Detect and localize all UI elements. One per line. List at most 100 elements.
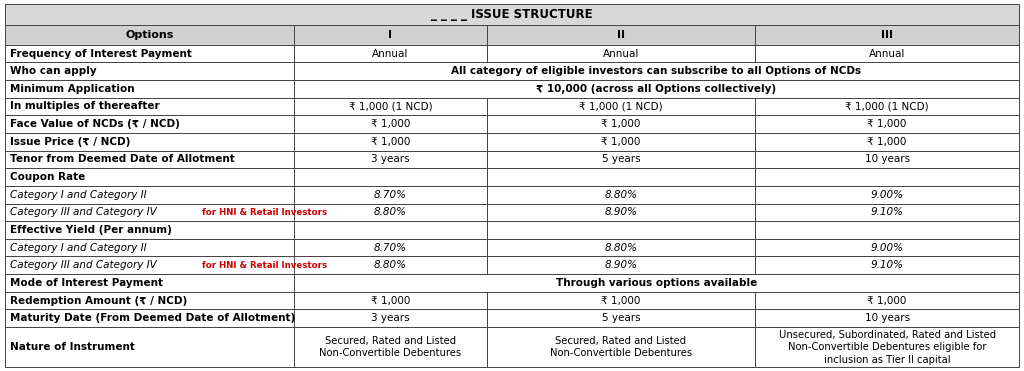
Text: Secured, Rated and Listed
Non-Convertible Debentures: Secured, Rated and Listed Non-Convertibl… bbox=[550, 336, 692, 358]
Bar bbox=[5, 45, 294, 62]
Bar bbox=[294, 25, 486, 45]
Text: I: I bbox=[388, 30, 392, 40]
Text: 8.70%: 8.70% bbox=[374, 190, 407, 200]
Bar bbox=[294, 98, 486, 115]
Text: Through various options available: Through various options available bbox=[556, 278, 757, 288]
Text: Annual: Annual bbox=[869, 49, 905, 59]
Text: Minimum Application: Minimum Application bbox=[10, 84, 135, 94]
Bar bbox=[5, 186, 294, 204]
Text: 5 years: 5 years bbox=[602, 313, 640, 323]
Bar bbox=[5, 4, 1019, 25]
Bar bbox=[486, 221, 756, 239]
Bar bbox=[756, 221, 1019, 239]
Bar bbox=[486, 25, 756, 45]
Bar bbox=[756, 151, 1019, 168]
Text: II: II bbox=[617, 30, 625, 40]
Text: ₹ 1,000: ₹ 1,000 bbox=[867, 137, 907, 147]
Text: All category of eligible investors can subscribe to all Options of NCDs: All category of eligible investors can s… bbox=[452, 66, 861, 76]
Text: ₹ 10,000 (across all Options collectively): ₹ 10,000 (across all Options collectivel… bbox=[537, 84, 776, 94]
Bar bbox=[756, 45, 1019, 62]
Text: 9.00%: 9.00% bbox=[870, 190, 903, 200]
Bar bbox=[294, 327, 486, 367]
Bar bbox=[756, 256, 1019, 274]
Text: 8.80%: 8.80% bbox=[604, 190, 638, 200]
Text: ₹ 1,000: ₹ 1,000 bbox=[601, 119, 641, 129]
Bar bbox=[294, 151, 486, 168]
Text: Annual: Annual bbox=[603, 49, 639, 59]
Text: 8.80%: 8.80% bbox=[374, 260, 407, 270]
Text: 10 years: 10 years bbox=[864, 313, 909, 323]
Text: ₹ 1,000 (1 NCD): ₹ 1,000 (1 NCD) bbox=[348, 102, 432, 112]
Bar bbox=[756, 115, 1019, 133]
Bar bbox=[5, 204, 294, 221]
Bar bbox=[294, 115, 486, 133]
Text: Effective Yield (Per annum): Effective Yield (Per annum) bbox=[10, 225, 172, 235]
Text: ₹ 1,000: ₹ 1,000 bbox=[371, 296, 410, 306]
Text: 5 years: 5 years bbox=[602, 154, 640, 164]
Text: 9.10%: 9.10% bbox=[870, 260, 903, 270]
Text: ₹ 1,000: ₹ 1,000 bbox=[371, 137, 410, 147]
Text: Face Value of NCDs (₹ / NCD): Face Value of NCDs (₹ / NCD) bbox=[10, 119, 180, 129]
Text: Redemption Amount (₹ / NCD): Redemption Amount (₹ / NCD) bbox=[10, 296, 187, 306]
Text: 3 years: 3 years bbox=[371, 313, 410, 323]
Bar bbox=[486, 133, 756, 151]
Bar bbox=[756, 168, 1019, 186]
Text: Maturity Date (From Deemed Date of Allotment): Maturity Date (From Deemed Date of Allot… bbox=[10, 313, 296, 323]
Bar bbox=[756, 292, 1019, 309]
Text: 8.90%: 8.90% bbox=[604, 207, 638, 217]
Text: In multiples of thereafter: In multiples of thereafter bbox=[10, 102, 160, 112]
Bar bbox=[294, 274, 1019, 292]
Bar bbox=[486, 186, 756, 204]
Text: ₹ 1,000: ₹ 1,000 bbox=[601, 296, 641, 306]
Bar bbox=[294, 62, 1019, 80]
Bar bbox=[294, 168, 486, 186]
Bar bbox=[486, 256, 756, 274]
Bar bbox=[5, 98, 294, 115]
Text: Secured, Rated and Listed
Non-Convertible Debentures: Secured, Rated and Listed Non-Convertibl… bbox=[319, 336, 462, 358]
Text: Category I and Category II: Category I and Category II bbox=[10, 243, 146, 253]
Bar bbox=[486, 327, 756, 367]
Bar bbox=[294, 133, 486, 151]
Text: Unsecured, Subordinated, Rated and Listed
Non-Convertible Debentures eligible fo: Unsecured, Subordinated, Rated and Liste… bbox=[778, 330, 995, 365]
Text: Options: Options bbox=[125, 30, 174, 40]
Bar bbox=[756, 133, 1019, 151]
Text: Category III and Category IV: Category III and Category IV bbox=[10, 260, 157, 270]
Text: ₹ 1,000 (1 NCD): ₹ 1,000 (1 NCD) bbox=[845, 102, 929, 112]
Bar bbox=[294, 256, 486, 274]
Text: 8.70%: 8.70% bbox=[374, 243, 407, 253]
Text: ₹ 1,000 (1 NCD): ₹ 1,000 (1 NCD) bbox=[580, 102, 663, 112]
Bar bbox=[5, 115, 294, 133]
Bar bbox=[5, 25, 294, 45]
Bar bbox=[294, 186, 486, 204]
Bar bbox=[5, 151, 294, 168]
Text: for HNI & Retail Investors: for HNI & Retail Investors bbox=[202, 261, 327, 270]
Text: 8.80%: 8.80% bbox=[604, 243, 638, 253]
Bar bbox=[5, 256, 294, 274]
Bar bbox=[486, 168, 756, 186]
Bar bbox=[5, 309, 294, 327]
Bar bbox=[486, 239, 756, 256]
Text: 3 years: 3 years bbox=[371, 154, 410, 164]
Bar bbox=[756, 327, 1019, 367]
Text: ₹ 1,000: ₹ 1,000 bbox=[867, 119, 907, 129]
Text: III: III bbox=[881, 30, 893, 40]
Text: 10 years: 10 years bbox=[864, 154, 909, 164]
Bar bbox=[756, 204, 1019, 221]
Bar bbox=[756, 98, 1019, 115]
Bar bbox=[5, 62, 294, 80]
Bar bbox=[486, 151, 756, 168]
Bar bbox=[486, 204, 756, 221]
Bar bbox=[756, 25, 1019, 45]
Text: Nature of Instrument: Nature of Instrument bbox=[10, 342, 135, 352]
Bar bbox=[5, 168, 294, 186]
Text: for HNI & Retail Investors: for HNI & Retail Investors bbox=[202, 208, 327, 217]
Text: Issue Price (₹ / NCD): Issue Price (₹ / NCD) bbox=[10, 137, 131, 147]
Bar bbox=[486, 98, 756, 115]
Text: 9.00%: 9.00% bbox=[870, 243, 903, 253]
Text: 9.10%: 9.10% bbox=[870, 207, 903, 217]
Text: 8.90%: 8.90% bbox=[604, 260, 638, 270]
Bar bbox=[294, 80, 1019, 98]
Bar bbox=[756, 186, 1019, 204]
Bar bbox=[756, 309, 1019, 327]
Bar bbox=[5, 327, 294, 367]
